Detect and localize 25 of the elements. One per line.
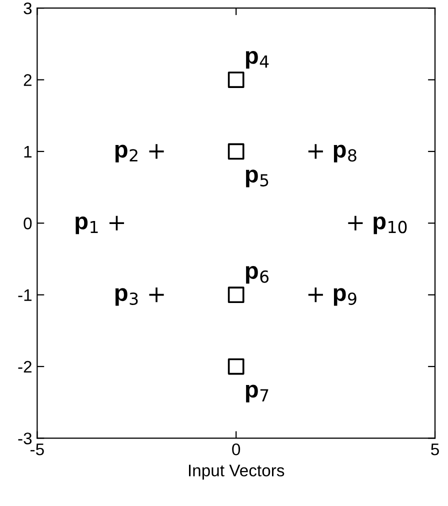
y-tick-label: 1 — [24, 146, 32, 158]
point — [228, 72, 244, 88]
annotation: p$_{7}$ — [246, 384, 268, 402]
point — [228, 286, 244, 304]
annotation: p$_{10}$ — [374, 216, 407, 234]
y-tick-label: -3 — [18, 432, 32, 444]
point — [228, 358, 244, 375]
x-tick-label: -5 — [30, 444, 44, 456]
annotation: p$_{2}$ — [115, 144, 138, 162]
annotation: p$_{5}$ — [246, 170, 268, 188]
y-tick-label: 2 — [24, 74, 32, 86]
annotation: p$_{8}$ — [334, 144, 356, 162]
x-axis-title: Input Vectors — [188, 464, 284, 480]
y-tick-label: 3 — [24, 2, 32, 14]
y-tick-label: -2 — [18, 360, 32, 373]
point — [228, 143, 244, 160]
annotation: p$_{6}$ — [246, 266, 269, 284]
y-tick-label: -1 — [18, 289, 32, 301]
x-tick-label: 5 — [431, 444, 439, 456]
y-tick-label: 0 — [24, 218, 32, 230]
x-tick-label: 0 — [232, 443, 240, 456]
annotation: p$_{4}$ — [246, 50, 269, 69]
annotation: p$_{3}$ — [115, 288, 138, 306]
annotation: p$_{1}$ — [76, 216, 98, 234]
annotation: p$_{9}$ — [334, 288, 356, 306]
